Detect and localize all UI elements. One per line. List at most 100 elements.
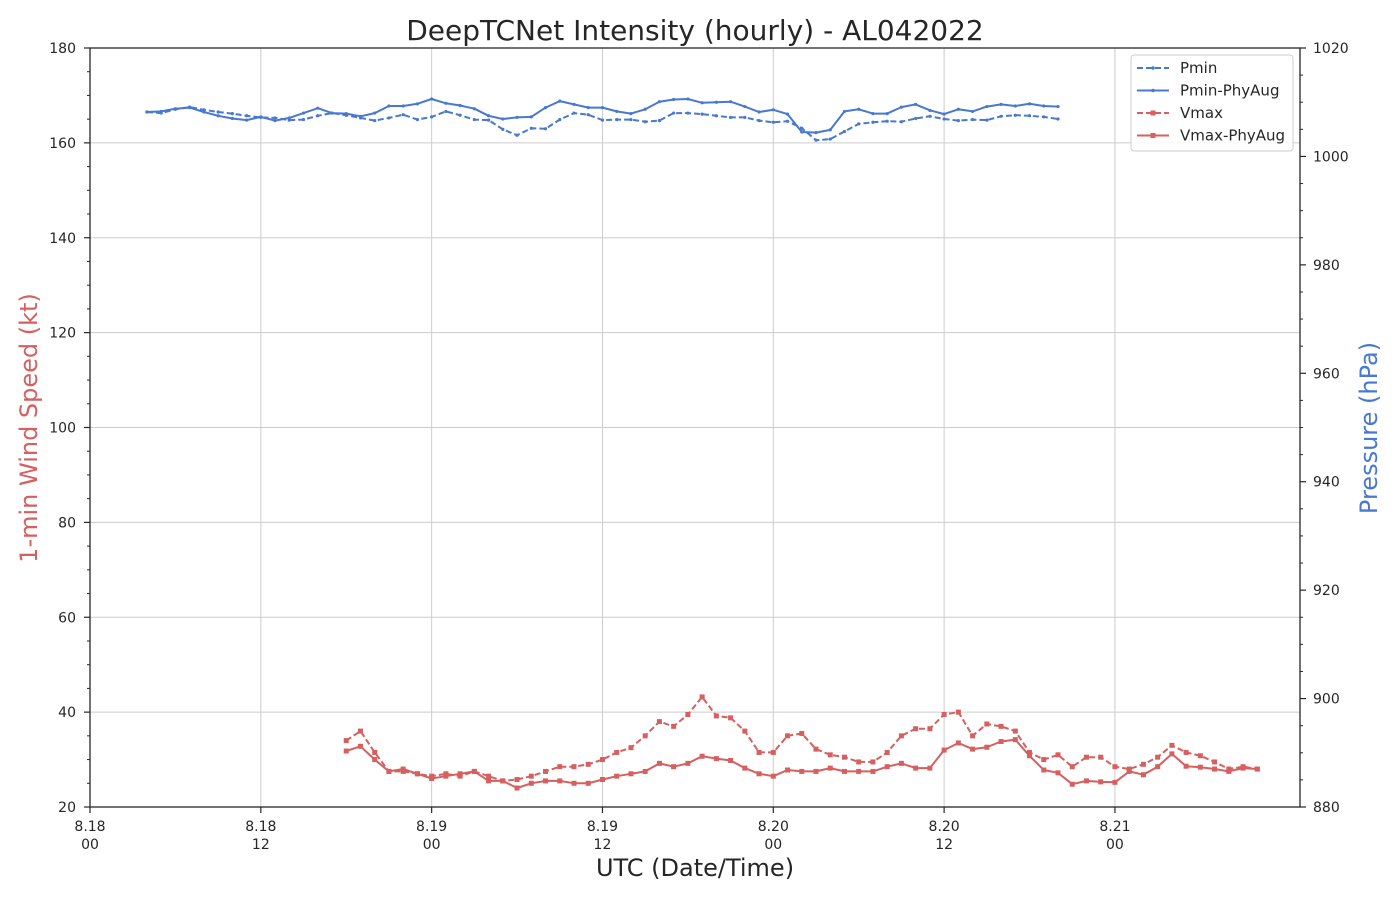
data-point [756, 749, 762, 755]
data-point [599, 757, 605, 763]
data-point [941, 711, 947, 717]
data-point [914, 116, 918, 121]
data-point [600, 106, 605, 110]
data-point [728, 100, 733, 104]
data-point [841, 754, 847, 760]
data-point [486, 118, 491, 122]
data-point [728, 115, 733, 119]
legend-marker [1150, 133, 1156, 138]
data-point [501, 127, 505, 131]
data-point [998, 739, 1004, 745]
data-point [500, 778, 506, 784]
data-point [230, 111, 234, 116]
legend-marker [1151, 88, 1155, 93]
x-tick-date: 8.18 [74, 819, 105, 835]
data-point [202, 110, 206, 114]
data-point [458, 103, 462, 108]
data-point [586, 113, 590, 117]
data-point [529, 115, 533, 119]
data-point [842, 129, 847, 134]
x-tick-time: 12 [594, 837, 612, 853]
data-point [357, 728, 363, 734]
data-point [700, 101, 704, 105]
data-point [1212, 759, 1218, 765]
data-point [586, 106, 590, 110]
data-point [842, 109, 847, 114]
legend-marker [1151, 66, 1155, 70]
data-point [472, 117, 476, 122]
data-point [528, 780, 534, 786]
left-tick-label: 100 [49, 421, 76, 437]
data-point [1098, 754, 1104, 760]
legend-label: Vmax [1180, 104, 1223, 122]
data-point [585, 761, 591, 767]
data-point [1041, 757, 1047, 763]
data-point [856, 768, 862, 774]
data-point [600, 118, 605, 122]
data-point [671, 764, 677, 770]
left-tick-label: 160 [49, 136, 76, 152]
left-tick-label: 140 [49, 231, 76, 247]
left-tick-label: 180 [49, 41, 76, 57]
data-point [1112, 764, 1118, 770]
data-point [714, 100, 718, 104]
data-point [1197, 764, 1203, 770]
data-point [159, 109, 163, 114]
data-point [956, 119, 960, 123]
data-point [814, 138, 818, 142]
data-point [899, 105, 904, 109]
data-point [685, 760, 691, 766]
data-point [372, 757, 378, 763]
data-point [344, 111, 348, 116]
series-vmax [343, 694, 1260, 784]
data-point [273, 116, 277, 120]
data-point [672, 111, 676, 115]
data-point [871, 120, 875, 124]
data-point [287, 116, 291, 120]
data-point [1240, 765, 1246, 771]
data-point [870, 759, 876, 765]
data-point [828, 128, 832, 132]
data-point [743, 104, 747, 109]
data-point [884, 764, 890, 770]
x-tick-date: 8.20 [929, 819, 960, 835]
data-point [188, 106, 192, 110]
data-point [1013, 113, 1017, 117]
data-point [884, 749, 890, 755]
data-point [387, 104, 391, 108]
data-point [799, 768, 805, 774]
data-point [1183, 749, 1189, 755]
data-point [671, 723, 677, 729]
data-point [771, 120, 775, 124]
data-point [771, 108, 775, 112]
right-tick-label: 940 [1313, 475, 1340, 491]
data-point [984, 721, 990, 727]
data-point [656, 760, 662, 766]
left-tick-label: 60 [58, 610, 76, 626]
legend-label: Vmax-PhyAug [1180, 127, 1285, 145]
data-point [1012, 728, 1018, 734]
series-layer [145, 97, 1260, 791]
data-point [699, 753, 705, 759]
data-point [1140, 761, 1146, 767]
data-point [501, 117, 505, 121]
data-point [1254, 766, 1260, 772]
x-tick-date: 8.20 [758, 819, 789, 835]
x-tick-time: 00 [764, 837, 782, 853]
data-point [955, 709, 961, 715]
data-point [643, 107, 647, 111]
left-tick-label: 80 [58, 515, 76, 531]
data-point [985, 104, 989, 109]
data-point [1169, 751, 1175, 757]
data-point [942, 117, 946, 121]
data-point [244, 118, 249, 122]
data-point [443, 773, 449, 779]
data-point [557, 764, 563, 770]
series-pmin-phyaug [145, 97, 1060, 135]
data-point [999, 114, 1003, 118]
data-point [543, 768, 549, 774]
data-point [970, 117, 975, 122]
data-point [870, 768, 876, 774]
data-point [913, 726, 919, 732]
data-point [1112, 779, 1118, 785]
